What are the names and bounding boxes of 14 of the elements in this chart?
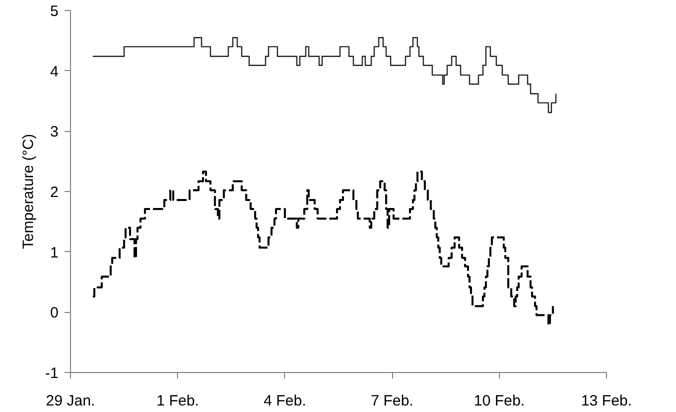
y-tick-label: 1 xyxy=(50,244,58,262)
x-tick-label: 1 Feb. xyxy=(156,392,199,410)
y-tick-label: 0 xyxy=(50,304,58,322)
x-tick-label: 29 Jan. xyxy=(46,392,96,410)
y-tick-label: 3 xyxy=(50,124,58,141)
y-tick-label: 5 xyxy=(50,3,58,20)
y-tick-label: -1 xyxy=(45,365,59,382)
y-axis-title: Temperature (°C) xyxy=(20,134,38,250)
y-tick-label: 2 xyxy=(50,184,58,201)
x-tick-label: 10 Feb. xyxy=(474,392,525,410)
x-tick-label: 13 Feb. xyxy=(581,392,632,410)
x-tick-label: 7 Feb. xyxy=(370,392,414,410)
x-tick-label: 4 Feb. xyxy=(264,392,306,410)
y-tick-label: 4 xyxy=(50,63,58,80)
